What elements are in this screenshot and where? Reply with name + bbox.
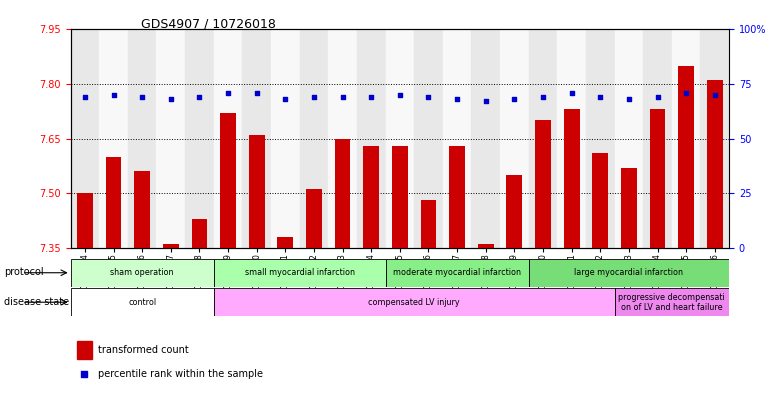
- Bar: [650, 109, 666, 248]
- Bar: [278, 237, 293, 248]
- Bar: [700, 29, 729, 248]
- Text: disease state: disease state: [4, 297, 69, 307]
- Bar: [420, 200, 437, 248]
- Text: small myocardial infarction: small myocardial infarction: [245, 268, 354, 277]
- Bar: [643, 29, 672, 248]
- Bar: [528, 29, 557, 248]
- Bar: [306, 189, 321, 248]
- Bar: [707, 81, 723, 248]
- Bar: [535, 120, 551, 248]
- Bar: [392, 146, 408, 248]
- Text: compensated LV injury: compensated LV injury: [368, 298, 460, 307]
- Bar: [335, 138, 350, 248]
- Bar: [299, 29, 328, 248]
- Bar: [615, 288, 729, 316]
- Bar: [163, 244, 179, 248]
- Bar: [449, 146, 465, 248]
- Text: protocol: protocol: [4, 267, 44, 277]
- Point: [451, 96, 463, 103]
- Bar: [386, 29, 414, 248]
- Bar: [672, 29, 700, 248]
- Bar: [615, 29, 643, 248]
- Point: [508, 96, 521, 103]
- Text: control: control: [128, 298, 156, 307]
- Point: [537, 94, 550, 100]
- Point: [622, 96, 635, 103]
- Bar: [249, 135, 264, 248]
- Point: [78, 371, 91, 377]
- Point: [78, 94, 91, 100]
- Text: GDS4907 / 10726018: GDS4907 / 10726018: [141, 18, 276, 31]
- Bar: [564, 109, 579, 248]
- Bar: [593, 153, 608, 248]
- Text: large myocardial infarction: large myocardial infarction: [575, 268, 684, 277]
- Bar: [414, 29, 443, 248]
- Bar: [528, 259, 729, 287]
- Bar: [363, 146, 379, 248]
- Point: [250, 90, 263, 96]
- Point: [279, 96, 292, 103]
- Point: [565, 90, 578, 96]
- Bar: [77, 193, 93, 248]
- Bar: [471, 29, 500, 248]
- Point: [680, 90, 692, 96]
- Point: [222, 90, 234, 96]
- Bar: [71, 259, 214, 287]
- Bar: [678, 66, 694, 248]
- Bar: [128, 29, 157, 248]
- Bar: [100, 29, 128, 248]
- Text: percentile rank within the sample: percentile rank within the sample: [98, 369, 263, 379]
- Bar: [586, 29, 615, 248]
- Point: [336, 94, 349, 100]
- Bar: [478, 244, 494, 248]
- Bar: [214, 259, 386, 287]
- Point: [165, 96, 177, 103]
- Bar: [77, 341, 92, 359]
- Text: moderate myocardial infarction: moderate myocardial infarction: [393, 268, 521, 277]
- Bar: [328, 29, 357, 248]
- Bar: [386, 259, 528, 287]
- Bar: [106, 157, 122, 248]
- Bar: [271, 29, 299, 248]
- Text: progressive decompensati
on of LV and heart failure: progressive decompensati on of LV and he…: [619, 292, 725, 312]
- Point: [307, 94, 320, 100]
- Bar: [214, 29, 242, 248]
- Bar: [506, 175, 522, 248]
- Point: [365, 94, 377, 100]
- Point: [709, 92, 721, 98]
- Bar: [134, 171, 150, 248]
- Point: [594, 94, 607, 100]
- Bar: [71, 288, 214, 316]
- Bar: [157, 29, 185, 248]
- Bar: [357, 29, 386, 248]
- Point: [652, 94, 664, 100]
- Bar: [214, 288, 615, 316]
- Point: [394, 92, 406, 98]
- Bar: [191, 219, 207, 248]
- Text: sham operation: sham operation: [111, 268, 174, 277]
- Point: [193, 94, 205, 100]
- Bar: [242, 29, 271, 248]
- Bar: [443, 29, 471, 248]
- Bar: [557, 29, 586, 248]
- Bar: [185, 29, 214, 248]
- Bar: [220, 113, 236, 248]
- Text: transformed count: transformed count: [98, 345, 189, 355]
- Point: [107, 92, 120, 98]
- Point: [423, 94, 435, 100]
- Point: [480, 98, 492, 105]
- Bar: [71, 29, 100, 248]
- Bar: [500, 29, 528, 248]
- Bar: [621, 167, 637, 248]
- Point: [136, 94, 148, 100]
